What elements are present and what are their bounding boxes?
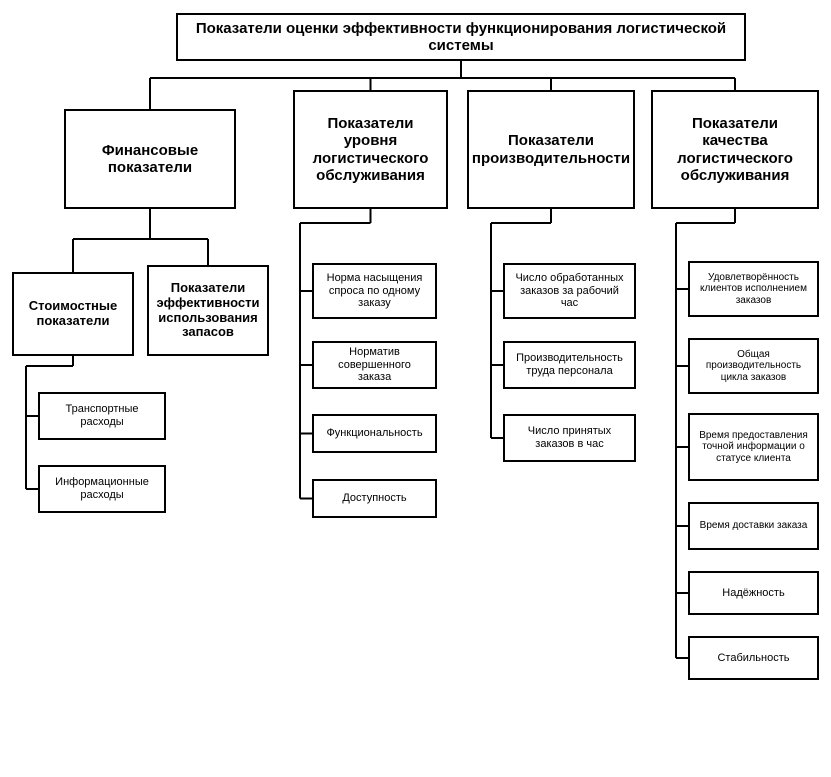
item-service-level-1-label: Норматив совершенного заказа (320, 346, 429, 384)
item-service-level-2-label: Функциональность (326, 427, 422, 440)
branch-service-level: Показатели уровня логистического обслужи… (293, 90, 448, 209)
branch-productivity-label: Показатели производительности (472, 132, 630, 167)
item-service-quality-2: Время предоставления точной информации о… (688, 413, 819, 481)
item-service-level-2: Функциональность (312, 414, 437, 453)
root-node-label: Показатели оценки эффективности функцион… (184, 20, 738, 55)
branch-financial: Финансовые показатели (64, 109, 236, 209)
item-productivity-2-label: Число принятых заказов в час (511, 425, 628, 450)
item-productivity-0-label: Число обработанных заказов за рабочий ча… (511, 272, 628, 310)
item-service-quality-1-label: Общая производительность цикла заказов (696, 349, 811, 384)
item-service-level-0-label: Норма насыщения спроса по одному заказу (320, 272, 429, 310)
item-service-quality-1: Общая производительность цикла заказов (688, 338, 819, 394)
branch-service-quality: Показатели качества логистического обслу… (651, 90, 819, 209)
item-cost-0: Транспортные расходы (38, 392, 166, 440)
branch-financial-label: Финансовые показатели (72, 142, 228, 177)
item-cost-1: Информационные расходы (38, 465, 166, 513)
item-service-quality-3: Время доставки заказа (688, 502, 819, 550)
item-service-quality-2-label: Время предоставления точной информации о… (696, 430, 811, 465)
subbranch-inventory-eff: Показатели эффективности использования з… (147, 265, 269, 356)
item-productivity-1-label: Производительность труда персонала (511, 352, 628, 377)
item-productivity-1: Производительность труда персонала (503, 341, 636, 389)
item-service-quality-0: Удовлетворённость клиентов исполнением з… (688, 261, 819, 317)
branch-service-quality-label: Показатели качества логистического обслу… (659, 115, 811, 184)
subbranch-inventory-eff-label: Показатели эффективности использования з… (155, 281, 261, 341)
item-service-quality-4-label: Надёжность (722, 587, 784, 600)
item-cost-0-label: Транспортные расходы (46, 403, 158, 428)
item-cost-1-label: Информационные расходы (46, 476, 158, 501)
item-service-quality-4: Надёжность (688, 571, 819, 615)
item-productivity-2: Число принятых заказов в час (503, 414, 636, 462)
item-productivity-0: Число обработанных заказов за рабочий ча… (503, 263, 636, 319)
item-service-quality-0-label: Удовлетворённость клиентов исполнением з… (696, 272, 811, 307)
root-node: Показатели оценки эффективности функцион… (176, 13, 746, 61)
item-service-level-0: Норма насыщения спроса по одному заказу (312, 263, 437, 319)
subbranch-cost: Стоимостные показатели (12, 272, 134, 356)
item-service-level-3: Доступность (312, 479, 437, 518)
item-service-level-3-label: Доступность (342, 492, 406, 505)
subbranch-cost-label: Стоимостные показатели (20, 299, 126, 329)
item-service-quality-3-label: Время доставки заказа (700, 520, 808, 532)
item-service-level-1: Норматив совершенного заказа (312, 341, 437, 389)
item-service-quality-5-label: Стабильность (717, 652, 789, 665)
branch-productivity: Показатели производительности (467, 90, 635, 209)
branch-service-level-label: Показатели уровня логистического обслужи… (301, 115, 440, 184)
item-service-quality-5: Стабильность (688, 636, 819, 680)
diagram-canvas: Показатели оценки эффективности функцион… (0, 0, 831, 777)
